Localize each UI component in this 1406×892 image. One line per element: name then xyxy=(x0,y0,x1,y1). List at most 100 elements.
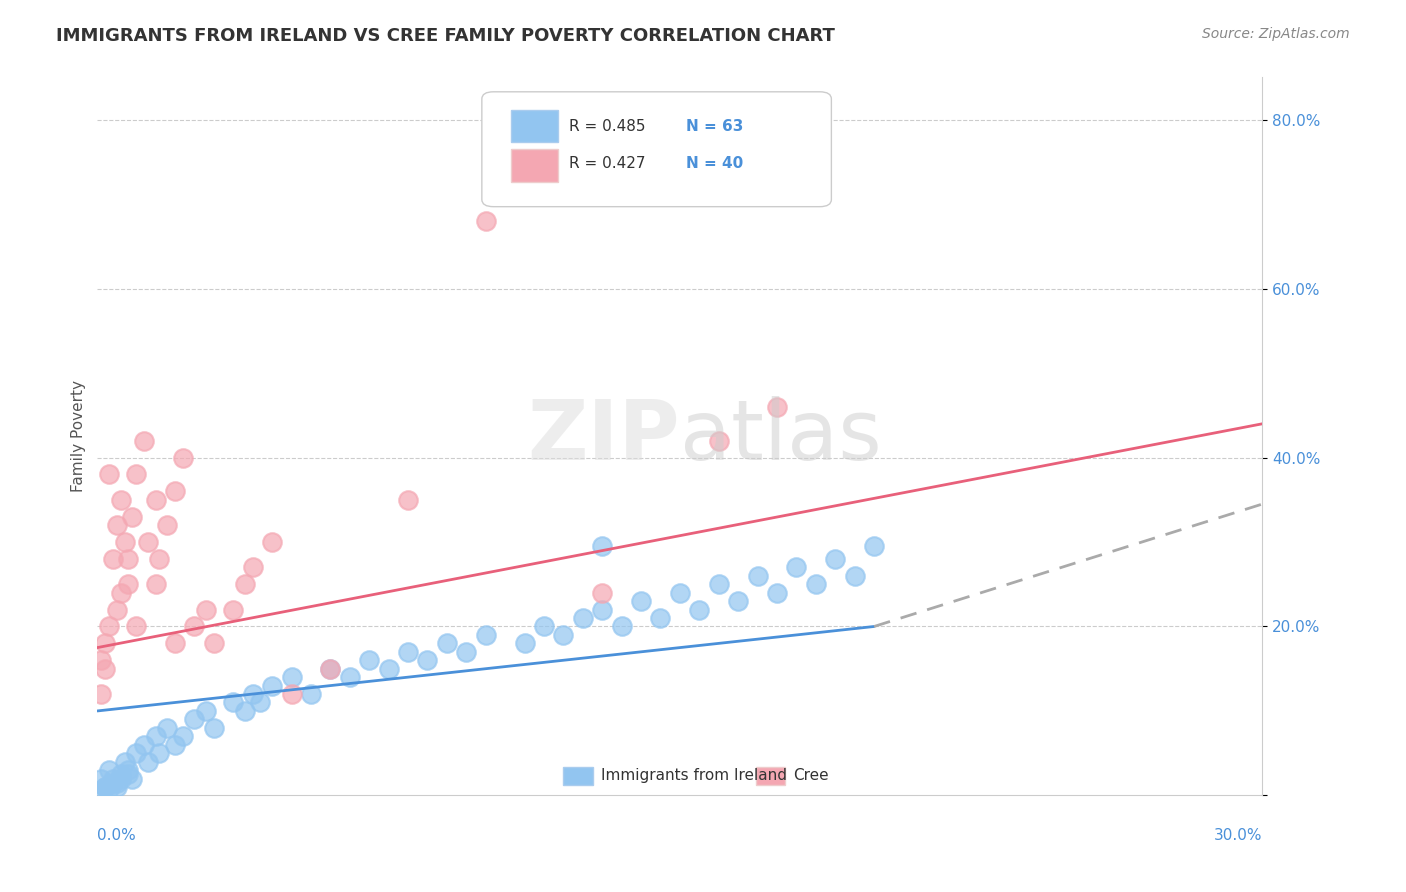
Point xyxy=(804,577,827,591)
Point xyxy=(117,552,139,566)
Point xyxy=(125,467,148,482)
Point xyxy=(824,552,846,566)
Point xyxy=(474,214,496,228)
Text: IMMIGRANTS FROM IRELAND VS CREE FAMILY POVERTY CORRELATION CHART: IMMIGRANTS FROM IRELAND VS CREE FAMILY P… xyxy=(56,27,835,45)
Point xyxy=(474,628,496,642)
Text: ZIP: ZIP xyxy=(527,396,681,477)
Point xyxy=(101,776,124,790)
Text: 0.0%: 0.0% xyxy=(97,828,136,843)
Point xyxy=(233,704,256,718)
FancyBboxPatch shape xyxy=(510,149,558,182)
Point xyxy=(222,696,245,710)
Point xyxy=(591,539,613,553)
Point xyxy=(125,619,148,633)
Point xyxy=(195,602,218,616)
Point xyxy=(98,781,121,796)
Point xyxy=(319,662,342,676)
Point xyxy=(416,653,439,667)
Point xyxy=(785,560,807,574)
Point xyxy=(125,746,148,760)
Text: R = 0.427: R = 0.427 xyxy=(569,156,645,171)
Point xyxy=(156,721,179,735)
Text: 30.0%: 30.0% xyxy=(1213,828,1263,843)
Point xyxy=(136,755,159,769)
Text: N = 40: N = 40 xyxy=(686,156,742,171)
Text: Cree: Cree xyxy=(793,768,828,783)
Text: R = 0.485: R = 0.485 xyxy=(569,119,645,134)
Point xyxy=(533,619,555,633)
Point xyxy=(94,780,117,794)
Point xyxy=(110,767,132,781)
Point xyxy=(233,577,256,591)
Point xyxy=(183,712,205,726)
Point xyxy=(202,636,225,650)
Point xyxy=(101,772,124,786)
Point xyxy=(339,670,361,684)
Point xyxy=(591,602,613,616)
Point xyxy=(163,636,186,650)
Point xyxy=(121,772,143,786)
Point xyxy=(117,763,139,777)
Point xyxy=(222,602,245,616)
Point xyxy=(163,738,186,752)
Point xyxy=(844,569,866,583)
Point xyxy=(145,577,167,591)
Point xyxy=(747,569,769,583)
Point xyxy=(183,619,205,633)
Point xyxy=(90,772,112,786)
Point xyxy=(242,560,264,574)
Point xyxy=(766,400,789,414)
Point xyxy=(553,628,575,642)
Point xyxy=(262,535,284,549)
FancyBboxPatch shape xyxy=(482,92,831,207)
Point xyxy=(105,780,128,794)
Point xyxy=(94,780,117,794)
Point xyxy=(145,492,167,507)
Point xyxy=(98,619,121,633)
Point xyxy=(396,645,419,659)
Point xyxy=(148,552,170,566)
Point xyxy=(114,755,136,769)
Point xyxy=(136,535,159,549)
Point xyxy=(319,662,342,676)
Point xyxy=(280,687,302,701)
Point xyxy=(105,602,128,616)
Point xyxy=(359,653,381,667)
FancyBboxPatch shape xyxy=(510,110,558,142)
Point xyxy=(156,518,179,533)
Point xyxy=(377,662,399,676)
FancyBboxPatch shape xyxy=(755,767,785,785)
Point xyxy=(707,434,730,448)
Point xyxy=(90,784,112,798)
Point xyxy=(262,679,284,693)
Point xyxy=(299,687,322,701)
Point xyxy=(132,434,155,448)
Point xyxy=(727,594,749,608)
Point xyxy=(863,539,886,553)
Point xyxy=(630,594,652,608)
Point xyxy=(110,772,132,786)
Point xyxy=(121,509,143,524)
FancyBboxPatch shape xyxy=(564,767,592,785)
Point xyxy=(94,636,117,650)
Point xyxy=(132,738,155,752)
Point xyxy=(98,763,121,777)
Point xyxy=(650,611,672,625)
Point xyxy=(163,484,186,499)
Point xyxy=(148,746,170,760)
Point xyxy=(90,687,112,701)
Text: Source: ZipAtlas.com: Source: ZipAtlas.com xyxy=(1202,27,1350,41)
Text: Immigrants from Ireland: Immigrants from Ireland xyxy=(600,768,787,783)
Point xyxy=(195,704,218,718)
Point xyxy=(110,492,132,507)
Point xyxy=(117,767,139,781)
Point xyxy=(98,467,121,482)
Point xyxy=(572,611,595,625)
Point xyxy=(456,645,478,659)
Point xyxy=(707,577,730,591)
Point xyxy=(249,696,271,710)
Point xyxy=(766,585,789,599)
Point xyxy=(610,619,633,633)
Point xyxy=(513,636,536,650)
Point xyxy=(172,729,194,743)
